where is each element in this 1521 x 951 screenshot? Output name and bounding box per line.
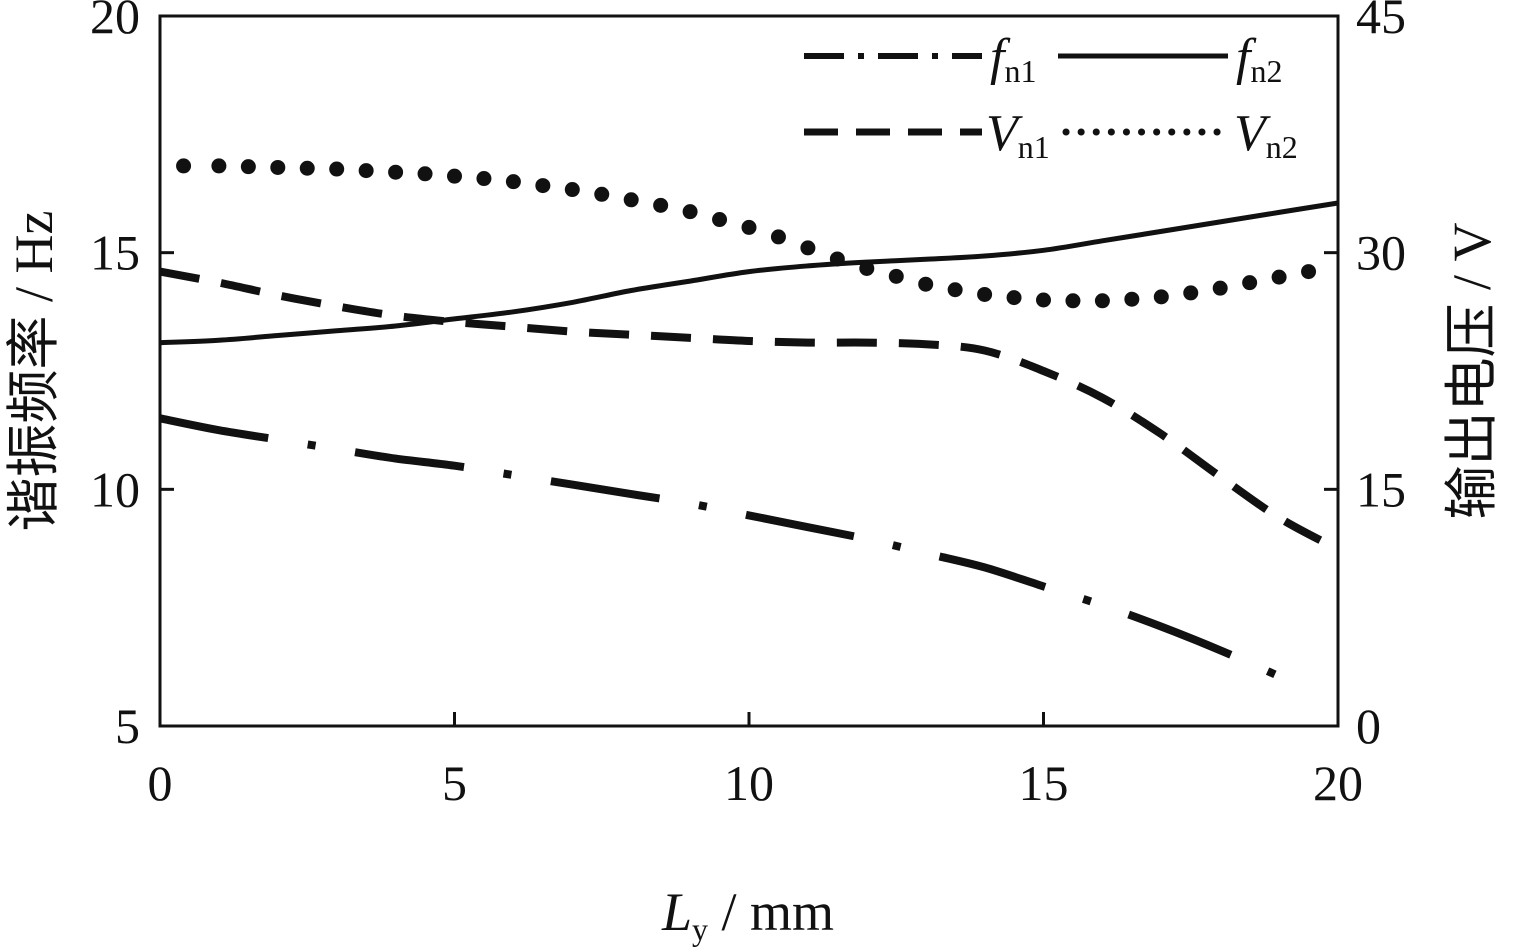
- legend: fn1 fn2 Vn1 Vn2: [804, 29, 1298, 165]
- legend-label-vn1-sub: n1: [1018, 129, 1050, 165]
- y-axis-title: 谐振频率 / Hz: [4, 211, 64, 532]
- series-vn2-point: [270, 159, 286, 175]
- series-vn2-point: [1212, 280, 1228, 296]
- series-vn2-point: [1153, 289, 1169, 305]
- series-vn2-point: [1006, 290, 1022, 306]
- y-tick-label: 20: [90, 0, 140, 44]
- series-vn2-point: [1301, 264, 1317, 280]
- series-vn2-point: [977, 286, 993, 302]
- series-vn2-point: [1271, 269, 1287, 285]
- y-tick-label: 15: [90, 225, 140, 281]
- series-vn2-point: [682, 204, 698, 220]
- series-layer: [159, 158, 1340, 695]
- series-vn2-point: [211, 158, 227, 174]
- legend-label-vn2-main: V: [1234, 105, 1271, 162]
- x-axis-title-unit: / mm: [708, 882, 834, 942]
- y2-tick-label: 15: [1356, 461, 1406, 517]
- series-vn2-point: [623, 192, 639, 208]
- series-vn2-point: [859, 260, 875, 276]
- y2-tick-label: 45: [1356, 0, 1406, 44]
- series-vn2-point: [712, 212, 728, 228]
- x-axis-title-sub: y: [692, 911, 708, 947]
- legend-label-vn1: Vn1: [986, 105, 1050, 165]
- series-vn2-point: [947, 282, 963, 298]
- series-vn2-point: [741, 219, 757, 235]
- series-vn2-point: [535, 178, 551, 194]
- series-vn2-point: [417, 166, 433, 182]
- y-tick-label: 5: [115, 698, 140, 754]
- legend-label-fn1: fn1: [990, 29, 1036, 89]
- series-vn2-point: [476, 171, 492, 187]
- series-vn2-point: [770, 229, 786, 245]
- x-axis-title-main: L: [661, 882, 692, 942]
- series-vn2-point: [505, 174, 521, 190]
- series-fn2-line: [159, 200, 1339, 346]
- series-vn2-point: [358, 163, 374, 179]
- x-tick-label: 0: [148, 755, 173, 811]
- y-tick-label: 10: [90, 461, 140, 517]
- legend-label-fn2: fn2: [1236, 29, 1282, 89]
- series-vn2-point: [564, 182, 580, 198]
- legend-label-vn2-sub: n2: [1266, 129, 1298, 165]
- x-tick-label: 5: [442, 755, 467, 811]
- series-vn1-line: [159, 267, 1340, 553]
- legend-label-vn2: Vn2: [1234, 105, 1298, 165]
- series-vn2-point: [800, 240, 816, 256]
- series-vn2-point: [240, 159, 256, 175]
- series-vn2-point: [299, 160, 315, 176]
- series-vn2-point: [447, 168, 462, 184]
- x-tick-label: 15: [1019, 755, 1069, 811]
- series-vn2-point: [1065, 293, 1081, 309]
- legend-label-vn1-main: V: [986, 105, 1023, 162]
- legend-label-fn2-sub: n2: [1250, 53, 1282, 89]
- series-vn2-point: [388, 164, 404, 180]
- x-tick-label: 10: [724, 755, 774, 811]
- plot-frame: [158, 14, 1340, 728]
- legend-label-fn1-sub: n1: [1004, 53, 1036, 89]
- series-vn2-point: [1036, 292, 1051, 308]
- series-vn2-point: [1124, 291, 1140, 307]
- series-vn2-point: [329, 161, 345, 177]
- series-vn2-point: [888, 268, 904, 284]
- series-vn2-point: [1183, 285, 1199, 301]
- series-vn2-point: [176, 158, 192, 174]
- y2-tick-label: 30: [1356, 225, 1406, 281]
- x-axis-title: Ly / mm: [661, 882, 834, 947]
- series-vn2-point: [594, 186, 610, 202]
- series-vn2-point: [1094, 293, 1110, 309]
- y2-axis-title: 输出电压 / V: [1442, 222, 1502, 519]
- series-vn2-point: [1242, 275, 1258, 291]
- series-vn2-point: [653, 197, 669, 213]
- series-vn2-point: [829, 251, 845, 267]
- x-tick-label: 20: [1313, 755, 1363, 811]
- series-fn1-line: [159, 414, 1311, 695]
- series-vn2-point: [918, 276, 934, 292]
- y2-tick-label: 0: [1356, 698, 1381, 754]
